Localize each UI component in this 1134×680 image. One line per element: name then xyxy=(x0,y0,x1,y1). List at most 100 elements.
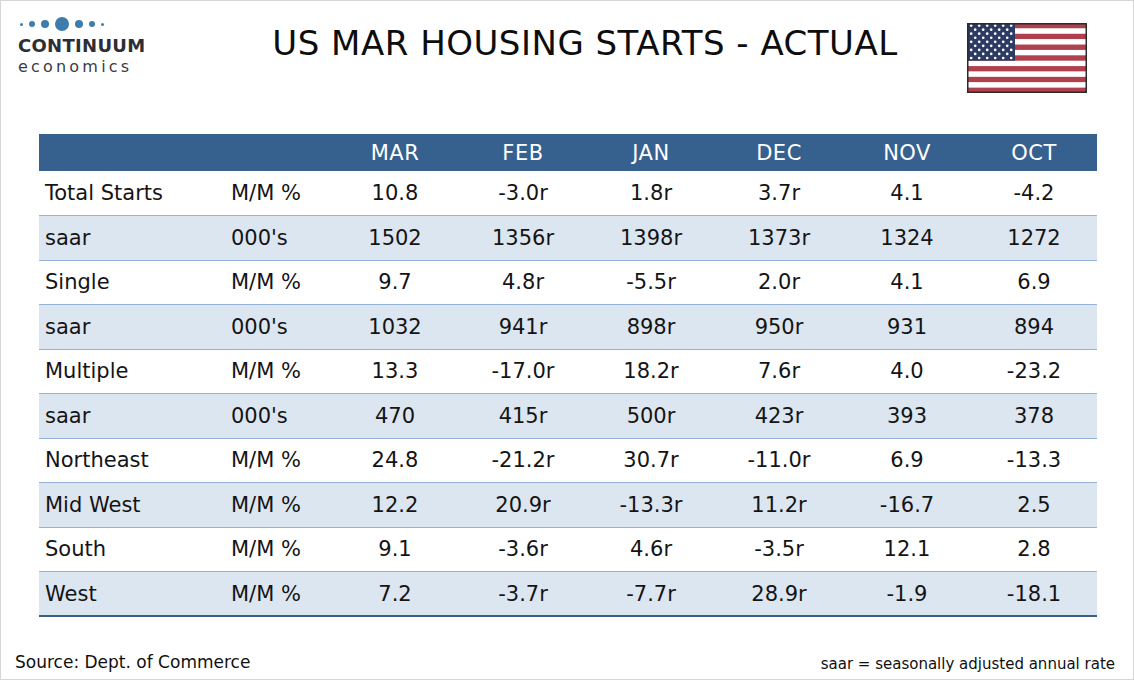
cell-value: 1398r xyxy=(587,216,715,261)
row-unit: M/M % xyxy=(231,483,331,528)
cell-value: 1272 xyxy=(971,216,1097,261)
row-label: Multiple xyxy=(39,349,231,394)
row-label: saar xyxy=(39,216,231,261)
cell-value: 28.9r xyxy=(715,572,843,617)
column-header-nov: NOV xyxy=(843,134,971,171)
table-row: SingleM/M %9.74.8r-5.5r2.0r4.16.9 xyxy=(39,260,1097,305)
row-unit: M/M % xyxy=(231,171,331,216)
cell-value: 931 xyxy=(843,305,971,350)
cell-value: 11.2r xyxy=(715,483,843,528)
row-unit: 000's xyxy=(231,394,331,439)
table-row: WestM/M %7.2-3.7r-7.7r28.9r-1.9-18.1 xyxy=(39,572,1097,617)
cell-value: 1032 xyxy=(331,305,459,350)
cell-value: -13.3r xyxy=(587,483,715,528)
cell-value: -3.0r xyxy=(459,171,587,216)
cell-value: 6.9 xyxy=(843,438,971,483)
cell-value: 4.1 xyxy=(843,171,971,216)
cell-value: 6.9 xyxy=(971,260,1097,305)
cell-value: 1.8r xyxy=(587,171,715,216)
source-note: Source: Dept. of Commerce xyxy=(15,652,250,672)
cell-value: -21.2r xyxy=(459,438,587,483)
table-row: saar000's15021356r1398r1373r13241272 xyxy=(39,216,1097,261)
cell-value: 378 xyxy=(971,394,1097,439)
cell-value: -3.6r xyxy=(459,527,587,572)
table-header: MARFEBJANDECNOVOCT xyxy=(39,134,1097,171)
cell-value: 898r xyxy=(587,305,715,350)
cell-value: -13.3 xyxy=(971,438,1097,483)
row-unit: 000's xyxy=(231,216,331,261)
cell-value: 950r xyxy=(715,305,843,350)
row-unit: M/M % xyxy=(231,260,331,305)
cell-value: 393 xyxy=(843,394,971,439)
table-row: NortheastM/M %24.8-21.2r30.7r-11.0r6.9-1… xyxy=(39,438,1097,483)
cell-value: 10.8 xyxy=(331,171,459,216)
row-label: saar xyxy=(39,394,231,439)
row-label: West xyxy=(39,572,231,617)
table-row: Mid WestM/M %12.220.9r-13.3r11.2r-16.72.… xyxy=(39,483,1097,528)
column-header-feb: FEB xyxy=(459,134,587,171)
us-flag-icon xyxy=(967,23,1087,93)
cell-value: 9.7 xyxy=(331,260,459,305)
cell-value: 2.5 xyxy=(971,483,1097,528)
table-body: Total StartsM/M %10.8-3.0r1.8r3.7r4.1-4.… xyxy=(39,171,1097,616)
cell-value: 24.8 xyxy=(331,438,459,483)
slide: CONTINUUM economics US MAR HOUSING START… xyxy=(0,0,1134,680)
cell-value: 470 xyxy=(331,394,459,439)
column-header-oct: OCT xyxy=(971,134,1097,171)
cell-value: -17.0r xyxy=(459,349,587,394)
row-label: South xyxy=(39,527,231,572)
cell-value: -11.0r xyxy=(715,438,843,483)
cell-value: -5.5r xyxy=(587,260,715,305)
column-header-mar: MAR xyxy=(331,134,459,171)
cell-value: 20.9r xyxy=(459,483,587,528)
table-row: SouthM/M %9.1-3.6r4.6r-3.5r12.12.8 xyxy=(39,527,1097,572)
cell-value: -16.7 xyxy=(843,483,971,528)
cell-value: 13.3 xyxy=(331,349,459,394)
cell-value: 2.8 xyxy=(971,527,1097,572)
cell-value: 9.1 xyxy=(331,527,459,572)
cell-value: 1356r xyxy=(459,216,587,261)
row-unit: 000's xyxy=(231,305,331,350)
row-unit: M/M % xyxy=(231,527,331,572)
row-label: Total Starts xyxy=(39,171,231,216)
cell-value: 1502 xyxy=(331,216,459,261)
column-header-jan: JAN xyxy=(587,134,715,171)
row-unit: M/M % xyxy=(231,349,331,394)
row-unit: M/M % xyxy=(231,572,331,617)
cell-value: 3.7r xyxy=(715,171,843,216)
cell-value: 4.8r xyxy=(459,260,587,305)
table-row: Total StartsM/M %10.8-3.0r1.8r3.7r4.1-4.… xyxy=(39,171,1097,216)
row-label: saar xyxy=(39,305,231,350)
saar-definition-note: saar = seasonally adjusted annual rate xyxy=(821,655,1115,673)
cell-value: 7.6r xyxy=(715,349,843,394)
table-row: saar000's470415r500r423r393378 xyxy=(39,394,1097,439)
cell-value: 4.0 xyxy=(843,349,971,394)
cell-value: -23.2 xyxy=(971,349,1097,394)
page-title: US MAR HOUSING STARTS - ACTUAL xyxy=(1,23,1133,63)
cell-value: 941r xyxy=(459,305,587,350)
cell-value: -18.1 xyxy=(971,572,1097,617)
cell-value: 894 xyxy=(971,305,1097,350)
cell-value: 415r xyxy=(459,394,587,439)
cell-value: -3.7r xyxy=(459,572,587,617)
cell-value: -4.2 xyxy=(971,171,1097,216)
cell-value: -1.9 xyxy=(843,572,971,617)
cell-value: 30.7r xyxy=(587,438,715,483)
table-row: saar000's1032941r898r950r931894 xyxy=(39,305,1097,350)
column-header-dec: DEC xyxy=(715,134,843,171)
cell-value: 12.1 xyxy=(843,527,971,572)
cell-value: 4.1 xyxy=(843,260,971,305)
row-label: Mid West xyxy=(39,483,231,528)
row-label: Single xyxy=(39,260,231,305)
cell-value: -7.7r xyxy=(587,572,715,617)
table-row: MultipleM/M %13.3-17.0r18.2r7.6r4.0-23.2 xyxy=(39,349,1097,394)
cell-value: 18.2r xyxy=(587,349,715,394)
row-label: Northeast xyxy=(39,438,231,483)
column-header-empty xyxy=(231,134,331,171)
cell-value: 2.0r xyxy=(715,260,843,305)
cell-value: 1373r xyxy=(715,216,843,261)
cell-value: 4.6r xyxy=(587,527,715,572)
cell-value: 7.2 xyxy=(331,572,459,617)
cell-value: 12.2 xyxy=(331,483,459,528)
housing-starts-table: MARFEBJANDECNOVOCT Total StartsM/M %10.8… xyxy=(39,134,1097,617)
